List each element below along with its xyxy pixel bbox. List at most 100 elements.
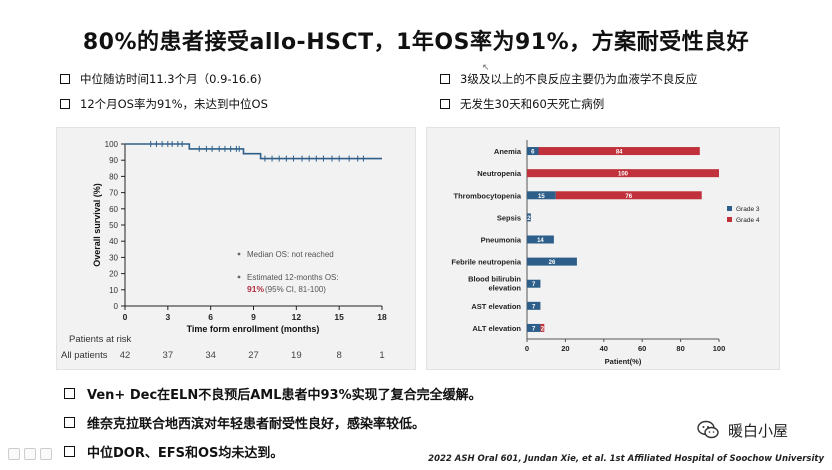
square-bullet-icon [64, 388, 75, 399]
at-risk-count: 34 [205, 350, 216, 361]
bar-value-label: 7 [532, 282, 536, 288]
bar-value-label: 76 [625, 194, 632, 200]
survival-curve [125, 143, 382, 160]
x-tick-label: 0 [123, 312, 128, 322]
square-bullet-icon [60, 74, 70, 84]
x-axis-label: Patient(%) [605, 357, 642, 366]
bullet-left-2: 12个月OS率为91%，未达到中位OS [60, 96, 268, 112]
y-tick-label: 30 [109, 253, 118, 262]
legend-median-os: Median OS: not reached [247, 250, 334, 259]
legend-label: Grade 3 [736, 206, 760, 213]
bottom-bullet-2: 维奈克拉联合地西滨对年轻患者耐受性良好，感染率较低。 [64, 413, 425, 432]
legend-swatch [727, 217, 732, 222]
bottom-bullet-text: 维奈克拉联合地西滨对年轻患者耐受性良好，感染率较低。 [87, 417, 426, 432]
at-risk-count: 27 [248, 350, 259, 361]
control-icon[interactable] [24, 448, 36, 460]
category-label: Blood bilirubin [468, 275, 521, 284]
x-tick-label: 9 [251, 312, 256, 322]
bar-value-label: 6 [531, 150, 535, 156]
bullet-left-1: 中位随访时间11.3个月（0.9-16.6) [60, 71, 262, 87]
bar-value-label: 100 [618, 172, 629, 178]
category-label: elevation [488, 284, 521, 293]
bar-value-label: 2 [541, 326, 545, 332]
bar-segment [527, 213, 531, 222]
x-tick-label: 12 [292, 312, 302, 322]
x-tick-label: 18 [377, 312, 387, 322]
category-label: Febrile neutropenia [451, 258, 521, 267]
at-risk-count: 8 [337, 350, 342, 361]
bullet-right-2: 无发生30天和60天死亡病例 [440, 96, 604, 112]
control-icon[interactable] [40, 448, 52, 460]
all-patients-label: All patients [61, 350, 108, 361]
bottom-bullet-text: 中位DOR、EFS和OS均未达到。 [87, 446, 284, 461]
bar-segment [527, 147, 539, 156]
y-tick-label: 60 [109, 205, 118, 214]
category-label: AST elevation [471, 302, 521, 311]
y-tick-label: 40 [109, 237, 118, 246]
category-label: Neutropenia [477, 169, 522, 178]
at-risk-count: 1 [379, 350, 384, 361]
legend-swatch [727, 206, 732, 211]
bottom-bullet-1: Ven+ Dec在ELN不良预后AML患者中93%实现了复合完全缓解。 [64, 384, 482, 403]
control-icon[interactable] [8, 448, 20, 460]
bar-segment [527, 235, 554, 244]
legend-dot [237, 252, 241, 256]
citation: 2022 ASH Oral 601, Jundan Xie, et al. 1s… [428, 454, 824, 464]
at-risk-count: 42 [120, 350, 131, 361]
x-tick-label: 3 [165, 312, 170, 322]
bar-segment [540, 323, 545, 332]
os-value-label: 91% [247, 284, 264, 294]
legend-label: Grade 4 [736, 217, 760, 224]
square-bullet-icon [64, 446, 75, 457]
bullet-right-1: 3级及以上的不良反应主要仍为血液学不良反应 [440, 71, 697, 87]
bar-segment [555, 191, 702, 200]
ae-chart-panel: 0 20 40 60 80 100 Patient(%) Anemia 6 84 Neutropen… [426, 127, 780, 370]
y-tick-label: 50 [109, 221, 118, 230]
at-risk-count: 37 [163, 350, 174, 361]
x-tick-label: 100 [713, 344, 726, 353]
x-tick-label: 40 [600, 344, 608, 353]
x-tick-label: 15 [334, 312, 344, 322]
square-bullet-icon [440, 99, 450, 109]
category-label: Pneumonia [481, 236, 522, 245]
x-axis-label: Time form enrollment (months) [187, 324, 320, 334]
bar-segment [527, 323, 541, 332]
bar-value-label: 84 [616, 150, 623, 156]
mouse-cursor-icon: ↖ [482, 63, 490, 73]
y-tick-label: 10 [109, 286, 118, 295]
os-ci-label: (95% CI, 81-100) [265, 285, 326, 294]
bullet-text: 中位随访时间11.3个月（0.9-16.6) [80, 72, 262, 86]
watermark: 暖白小屋 [696, 418, 788, 442]
y-tick-label: 20 [109, 270, 118, 279]
legend-dot [237, 275, 241, 279]
patients-at-risk-title: Patients at risk [69, 334, 132, 345]
bar-value-label: 7 [532, 304, 536, 310]
player-controls[interactable] [8, 448, 52, 460]
x-tick-label: 60 [638, 344, 646, 353]
bar-segment [527, 279, 541, 288]
at-risk-count: 19 [291, 350, 302, 361]
bottom-bullet-text: Ven+ Dec在ELN不良预后AML患者中93%实现了复合完全缓解。 [87, 388, 482, 403]
bar-value-label: 15 [538, 194, 545, 200]
bar-segment [527, 169, 719, 178]
category-label: ALT elevation [472, 324, 521, 333]
y-axis-label: Overall survival (%) [92, 183, 102, 267]
x-tick-label: 80 [676, 344, 684, 353]
bar-value-label: 2 [527, 216, 531, 222]
category-label: Anemia [494, 147, 522, 156]
square-bullet-icon [440, 74, 450, 84]
y-tick-label: 80 [109, 172, 118, 181]
bar-segment [527, 301, 541, 310]
bar-segment [538, 147, 700, 156]
bar-segment [527, 257, 577, 266]
square-bullet-icon [64, 417, 75, 428]
y-tick-label: 0 [114, 302, 119, 311]
adverse-events-bar-chart: 0 20 40 60 80 100 Patient(%) Anemia 6 84 Neutropen… [451, 140, 760, 366]
wechat-icon [697, 420, 719, 439]
bullet-text: 无发生30天和60天死亡病例 [460, 97, 605, 111]
x-tick-label: 20 [561, 344, 569, 353]
x-tick-label: 6 [208, 312, 213, 322]
slide-title: 80%的患者接受allo-HSCT，1年OS率为91%，方案耐受性良好 [82, 30, 750, 55]
legend-12m-os: Estimated 12-months OS: [247, 273, 339, 282]
